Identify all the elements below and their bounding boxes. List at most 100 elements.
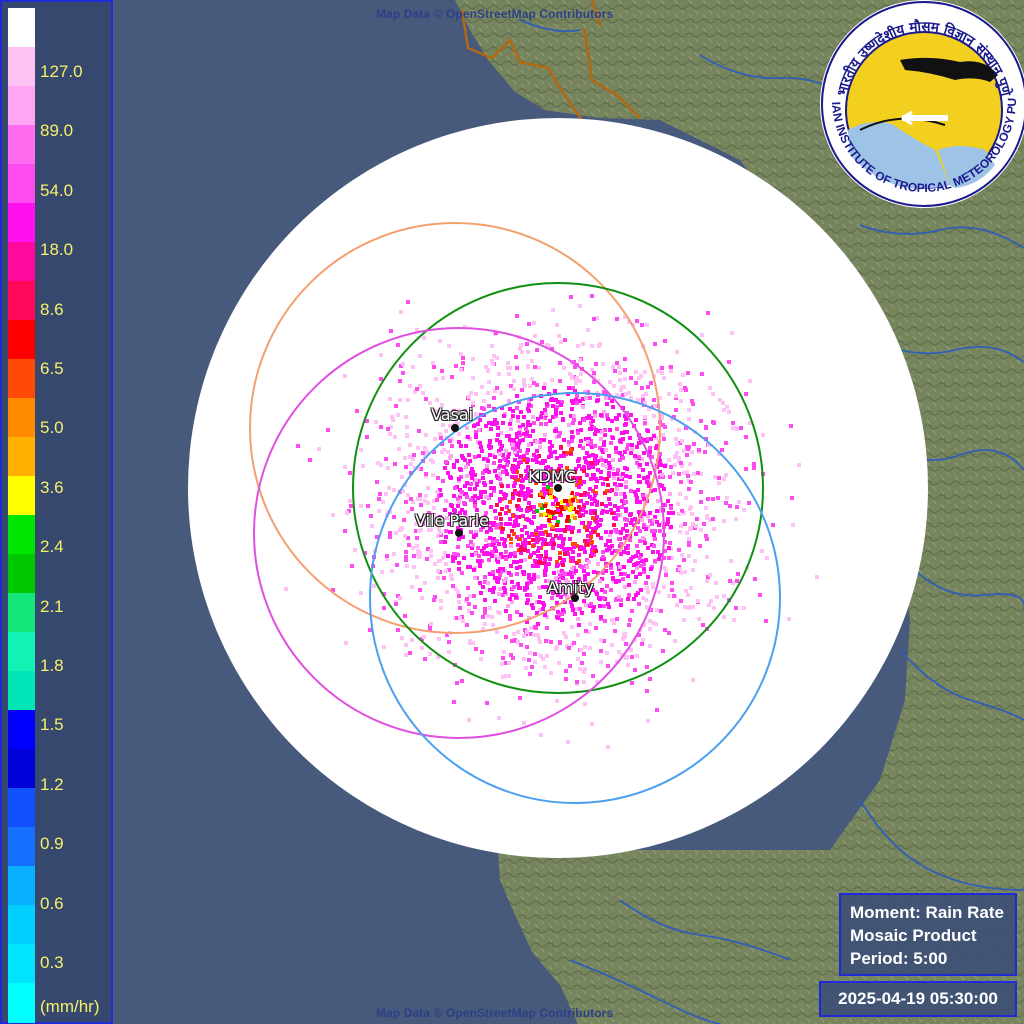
- rain-echo-pixel: [522, 634, 526, 638]
- rain-echo-pixel: [594, 526, 598, 530]
- rain-echo-pixel: [570, 506, 574, 510]
- range-ring-vile-parle[interactable]: [253, 327, 665, 739]
- rain-echo-pixel: [343, 529, 347, 533]
- rain-echo-pixel: [623, 368, 627, 372]
- rain-echo-pixel: [379, 425, 383, 429]
- rain-echo-pixel: [582, 480, 586, 484]
- timestamp: 2025-04-19 05:30:00: [819, 981, 1017, 1017]
- rain-echo-pixel: [512, 379, 516, 383]
- rain-echo-pixel: [415, 387, 419, 391]
- map-attribution-bottom[interactable]: Map Data © OpenStreetMap Contributors: [376, 1006, 614, 1020]
- rain-echo-pixel: [541, 657, 545, 661]
- rain-echo-pixel: [527, 491, 531, 495]
- rain-echo-pixel: [687, 417, 691, 421]
- rain-echo-pixel: [525, 430, 529, 434]
- station-label-vile-parle[interactable]: Vile Parle: [415, 511, 490, 530]
- rain-echo-pixel: [516, 640, 520, 644]
- rain-echo-pixel: [562, 366, 566, 370]
- rain-echo-pixel: [562, 537, 566, 541]
- map-attribution-top[interactable]: Map Data © OpenStreetMap Contributors: [376, 7, 614, 21]
- rain-echo-pixel: [379, 463, 383, 467]
- rain-echo-pixel: [508, 522, 512, 526]
- rain-echo-pixel: [599, 536, 603, 540]
- rain-echo-pixel: [687, 487, 691, 491]
- rain-echo-pixel: [571, 476, 575, 480]
- rain-echo-pixel: [652, 434, 656, 438]
- rain-echo-pixel: [592, 317, 596, 321]
- rain-echo-pixel: [663, 464, 667, 468]
- rain-echo-pixel: [504, 635, 508, 639]
- rain-echo-pixel: [489, 505, 493, 509]
- rain-echo-pixel: [560, 612, 564, 616]
- rain-echo-pixel: [578, 514, 582, 518]
- rain-echo-pixel: [585, 542, 589, 546]
- rain-echo-pixel: [445, 590, 449, 594]
- rain-echo-pixel: [535, 348, 539, 352]
- rain-echo-pixel: [447, 650, 451, 654]
- rain-echo-pixel: [463, 409, 467, 413]
- rain-echo-pixel: [604, 543, 608, 547]
- station-marker-kdmc[interactable]: [554, 484, 562, 492]
- rain-echo-pixel: [628, 436, 632, 440]
- legend-label: 1.2: [40, 775, 64, 794]
- station-label-amity[interactable]: Amity: [547, 578, 594, 597]
- station-marker-amity[interactable]: [571, 594, 579, 602]
- rain-echo-pixel: [569, 451, 573, 455]
- rain-echo-pixel: [678, 492, 682, 496]
- rain-echo-pixel: [593, 545, 597, 549]
- rain-echo-pixel: [421, 522, 425, 526]
- rain-echo-pixel: [444, 535, 448, 539]
- rain-echo-pixel: [452, 409, 456, 413]
- range-ring-vasai[interactable]: [249, 222, 661, 634]
- rain-echo-pixel: [628, 618, 632, 622]
- rain-echo-pixel: [532, 394, 536, 398]
- rain-echo-pixel: [612, 384, 616, 388]
- rain-echo-pixel: [483, 607, 487, 611]
- rain-echo-pixel: [619, 603, 623, 607]
- station-marker-vasai[interactable]: [451, 424, 459, 432]
- rain-echo-pixel: [535, 440, 539, 444]
- rain-echo-pixel: [499, 517, 503, 521]
- rain-echo-pixel: [659, 609, 663, 613]
- rain-echo-pixel: [479, 495, 483, 499]
- rain-echo-pixel: [490, 344, 494, 348]
- station-marker-vile-parle[interactable]: [455, 529, 463, 537]
- rain-echo-pixel: [606, 602, 610, 606]
- moment-text: Moment: Rain Rate: [850, 903, 1004, 922]
- rain-echo-pixel: [602, 390, 606, 394]
- rain-echo-pixel: [515, 394, 519, 398]
- station-label-vasai[interactable]: Vasai: [431, 405, 474, 424]
- rain-echo-pixel: [694, 524, 698, 528]
- rain-echo-pixel: [587, 454, 591, 458]
- legend-label: 2.4: [40, 537, 64, 556]
- rain-echo-pixel: [699, 490, 703, 494]
- range-ring-kdmc[interactable]: [352, 282, 764, 694]
- range-ring-amity[interactable]: [369, 392, 781, 804]
- rain-echo-pixel: [428, 627, 432, 631]
- rain-echo-pixel: [432, 598, 436, 602]
- rain-echo-pixel: [486, 391, 490, 395]
- rain-echo-pixel: [605, 402, 609, 406]
- rain-echo-pixel: [559, 340, 563, 344]
- rain-echo-pixel: [598, 523, 602, 527]
- rain-echo-pixel: [495, 525, 499, 529]
- rain-echo-pixel: [635, 654, 639, 658]
- rain-echo-pixel: [508, 366, 512, 370]
- rain-echo-pixel: [464, 444, 468, 448]
- rain-echo-pixel: [725, 405, 729, 409]
- rain-echo-pixel: [565, 595, 569, 599]
- rain-echo-pixel: [765, 556, 769, 560]
- rain-echo-pixel: [590, 294, 594, 298]
- rain-echo-pixel: [583, 491, 587, 495]
- rain-echo-pixel: [452, 508, 456, 512]
- station-label-kdmc[interactable]: KDMC: [528, 467, 576, 486]
- rain-echo-pixel: [700, 333, 704, 337]
- rain-echo-pixel: [653, 342, 657, 346]
- rain-echo-pixel: [689, 586, 693, 590]
- rain-echo-pixel: [600, 458, 604, 462]
- rain-echo-pixel: [655, 509, 659, 513]
- rain-echo-pixel: [519, 551, 523, 555]
- rain-echo-pixel: [491, 590, 495, 594]
- rain-echo-pixel: [509, 544, 513, 548]
